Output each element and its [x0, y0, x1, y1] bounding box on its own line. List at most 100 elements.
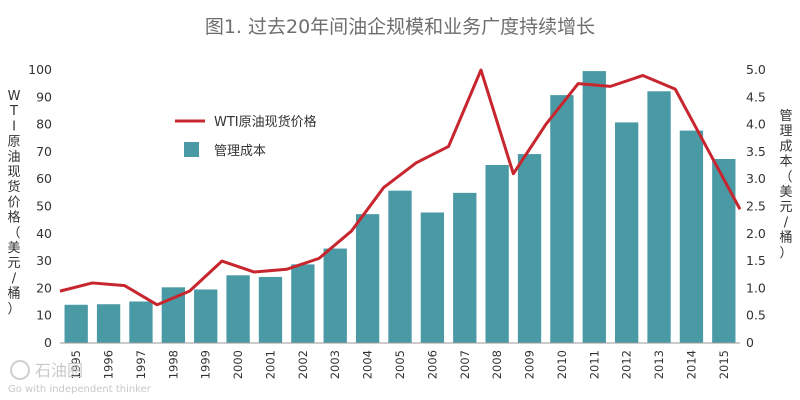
watermark-tagline: Go with independent thinker — [8, 384, 152, 395]
line-series — [59, 68, 742, 307]
axis-label-char: 成 — [779, 139, 792, 154]
y-right-tick-label: 4.5 — [746, 89, 766, 104]
bar-series — [64, 71, 736, 343]
bar — [517, 154, 542, 343]
y-right-tick-label: 0 — [746, 335, 754, 350]
y-left-tick-label: 90 — [36, 89, 52, 104]
legend-line-label: WTI原油现货价格 — [214, 114, 317, 130]
x-tick-label: 2008 — [490, 350, 504, 379]
x-tick-label: 1998 — [166, 350, 180, 379]
bar — [388, 190, 412, 343]
y-right-tick-label: 3.0 — [746, 171, 766, 186]
axis-label-char: 理 — [779, 124, 792, 139]
bar — [258, 276, 283, 343]
bar — [323, 248, 347, 343]
x-tick-label: 2010 — [555, 350, 569, 379]
y-right-tick-label: 3.5 — [746, 144, 766, 159]
axis-label-char: 美 — [779, 185, 792, 200]
x-ticks: 1995 1996 1997 1998 1999 2000 2001 2002 2003 2004… — [69, 350, 731, 379]
y-right-tick-label: 2.0 — [746, 226, 766, 241]
axis-label-char: 价 — [7, 195, 20, 210]
y-right-tick-label: 4.0 — [746, 117, 766, 132]
axis-label-char: 原 — [7, 135, 20, 150]
chart-title: 图1. 过去20年间油企规模和业务广度持续增长 — [205, 16, 595, 38]
y-right-tick-label: 5.0 — [746, 62, 766, 77]
y-left-tick-label: 40 — [36, 226, 52, 241]
y-left-tick-label: 60 — [36, 171, 52, 186]
x-tick-label: 2012 — [620, 350, 634, 379]
axis-label-char: 货 — [7, 179, 20, 195]
x-tick-label: 2000 — [231, 350, 245, 379]
y-right-tick-label: 1.5 — [746, 253, 766, 268]
y-left-tick-label: 100 — [28, 62, 52, 77]
watermark: 石油圈 Go with independent thinker — [8, 360, 152, 395]
axis-label-char: W — [8, 89, 21, 104]
x-tick-label: 2005 — [393, 350, 407, 379]
y-left-axis-label: WTI原油现货价格（美元/桶） — [7, 89, 20, 317]
axis-label-char: 格 — [7, 210, 20, 226]
legend-bar-swatch — [184, 142, 199, 157]
y-left-tick-label: 70 — [36, 144, 52, 159]
y-left-tick-label: 50 — [36, 199, 52, 214]
x-tick-label: 2011 — [587, 350, 601, 379]
x-tick-label: 2004 — [361, 350, 375, 379]
axis-label-char: 现 — [7, 165, 20, 180]
bar — [712, 158, 736, 343]
bar — [194, 289, 218, 343]
bar — [647, 91, 671, 343]
bar — [129, 301, 153, 343]
axis-label-char: （ — [779, 170, 792, 185]
x-tick-label: 1999 — [199, 350, 213, 379]
bar — [582, 71, 606, 343]
y-left-tick-label: 20 — [36, 280, 52, 295]
y-right-tick-label: 0.5 — [746, 308, 766, 323]
bar — [485, 165, 509, 343]
axis-label-char: （ — [7, 226, 20, 241]
axis-label-char: 管 — [779, 109, 792, 124]
wti-price-line — [59, 68, 742, 307]
axis-label-char: ） — [7, 302, 20, 317]
x-tick-label: 1996 — [102, 350, 116, 379]
axis-label-char: 桶 — [779, 231, 792, 246]
axis-label-char: 本 — [779, 155, 792, 170]
bar — [679, 130, 704, 343]
bar — [291, 264, 315, 343]
watermark-brand: 石油圈 — [35, 361, 83, 380]
bar — [226, 275, 250, 343]
axis-label-char: / — [12, 271, 17, 286]
bar — [615, 122, 639, 343]
y-right-axis-label: 管理成本（美元/桶） — [779, 109, 792, 261]
y-left-ticks: 0 10 20 30 40 50 60 70 80 90 100 — [28, 62, 52, 350]
x-tick-label: 1997 — [134, 350, 148, 379]
axis-label-char: I — [12, 119, 16, 134]
axis-label-char: 油 — [7, 150, 20, 165]
axis-label-char: 桶 — [7, 287, 20, 302]
watermark-logo-icon — [10, 360, 30, 380]
y-left-tick-label: 80 — [36, 117, 52, 132]
axis-label-char: ） — [779, 246, 792, 261]
y-left-tick-label: 10 — [36, 308, 52, 323]
y-left-tick-label: 30 — [36, 253, 52, 268]
y-left-tick-label: 0 — [44, 335, 52, 350]
bar — [96, 304, 121, 343]
x-tick-label: 2002 — [296, 350, 310, 379]
legend-bar-label: 管理成本 — [214, 144, 266, 159]
x-tick-label: 2006 — [425, 350, 439, 379]
x-tick-label: 2007 — [458, 350, 472, 379]
y-right-tick-label: 1.0 — [746, 280, 766, 295]
x-tick-label: 2003 — [328, 350, 342, 379]
y-right-tick-label: 2.5 — [746, 199, 766, 214]
x-tick-label: 2015 — [717, 350, 731, 379]
bar — [420, 212, 445, 343]
x-tick-label: 2014 — [684, 350, 698, 379]
axis-label-char: 美 — [7, 241, 20, 256]
bar — [355, 214, 380, 343]
axis-label-char: 元 — [779, 200, 792, 215]
y-right-ticks: 0 0.5 1.0 1.5 2.0 2.5 3.0 3.5 4.0 4.5 5.0 — [746, 62, 766, 350]
axis-label-char: / — [784, 215, 789, 230]
axis-label-char: T — [9, 104, 18, 119]
bar — [550, 95, 574, 343]
x-tick-label: 2013 — [652, 350, 666, 379]
axis-label-char: 元 — [7, 256, 20, 271]
bar — [453, 192, 477, 343]
